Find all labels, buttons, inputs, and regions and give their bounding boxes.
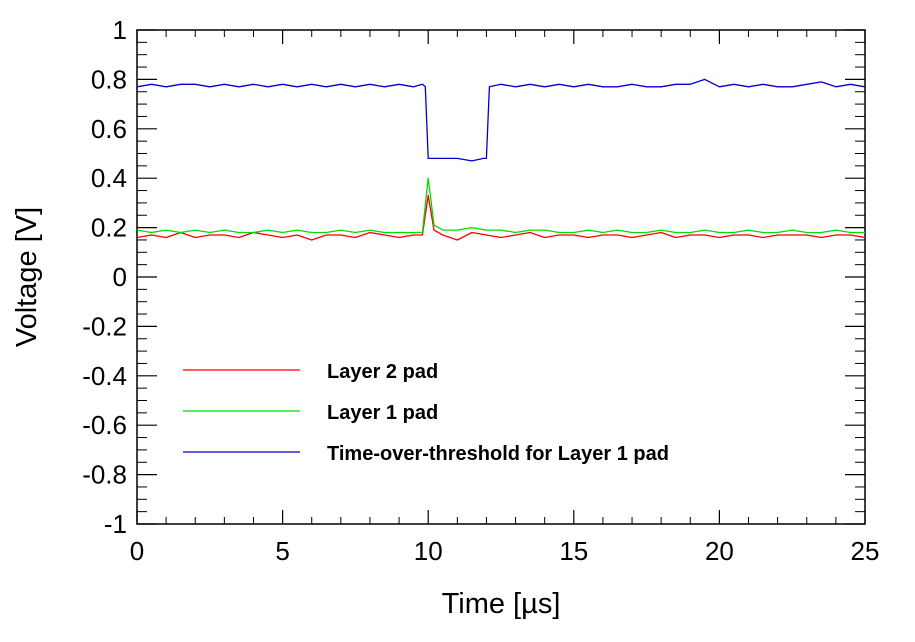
legend-label-layer-1-pad: Layer 1 pad [327,402,438,424]
tick-labels: 0 5 10 15 20 25 -1 -0.8 -0.6 -0.4 -0.2 0 0.2 0.4 0.6 0.… [82,15,879,566]
legend-label-layer-2-pad: Layer 2 pad [327,361,438,383]
legend: Layer 2 pad Layer 1 pad Time-over-thresh… [183,361,669,465]
x-tick-label: 0 [130,536,144,566]
y-tick-label: 0.8 [91,64,127,94]
y-tick-label: -0.6 [82,410,127,440]
y-tick-label: -0.8 [82,460,127,490]
x-tick-label: 20 [705,536,734,566]
x-tick-label: 10 [414,536,443,566]
y-tick-label: 1 [113,15,127,45]
y-tick-label: 0 [113,262,127,292]
series-line-1 [136,177,865,234]
y-tick-label: 0.6 [91,114,127,144]
y-tick-label: -0.2 [82,311,127,341]
x-tick-label: 25 [851,536,880,566]
series-lines [136,78,866,241]
legend-label-tot: Time-over-threshold for Layer 1 pad [327,443,669,465]
y-axis-title: Voltage [V] [11,207,43,347]
series-line-0 [136,194,866,241]
y-tick-label: -0.4 [82,361,127,391]
x-tick-label: 5 [275,536,289,566]
series-line-2 [136,78,866,162]
y-tick-label: -1 [104,509,127,539]
y-tick-label: 0.4 [91,163,127,193]
y-tick-label: 0.2 [91,213,127,243]
x-axis-title: Time [µs] [442,588,561,620]
axis-ticks [136,29,866,525]
x-tick-label: 15 [559,536,588,566]
